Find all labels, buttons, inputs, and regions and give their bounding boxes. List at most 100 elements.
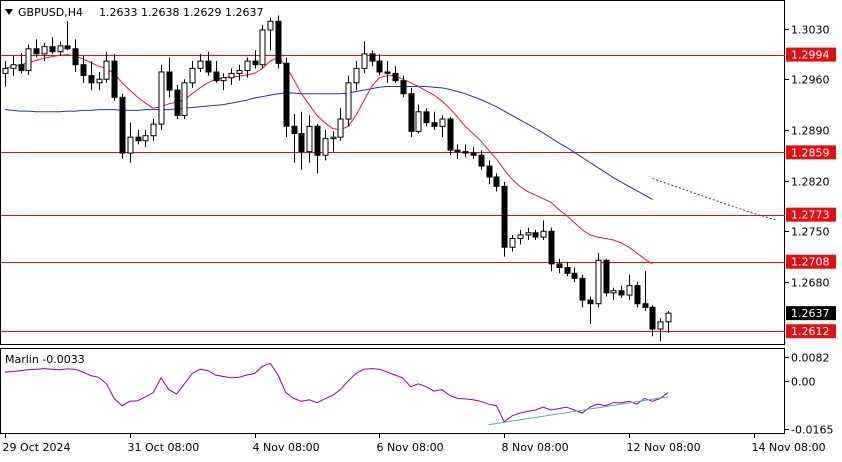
candle-body — [174, 89, 181, 116]
candle-body — [267, 20, 274, 31]
candle-body — [64, 45, 71, 50]
candle-body — [618, 290, 625, 296]
price-tick-label: 1.2960 — [791, 74, 830, 87]
candle-body — [18, 64, 25, 72]
candle-body — [509, 238, 516, 248]
candle-body — [127, 136, 134, 154]
ma-fast-line — [4, 54, 653, 265]
current-price-box — [786, 306, 836, 321]
candle-body — [259, 29, 266, 66]
candle-body — [525, 232, 532, 236]
candle-body — [595, 259, 602, 305]
dropdown-triangle-icon[interactable] — [5, 9, 13, 15]
candle-body — [454, 149, 461, 153]
marlin-panel-frame — [0, 348, 785, 434]
marlin-tick-label: 0.00 — [791, 376, 816, 389]
candle-body — [25, 48, 32, 72]
candle-body — [205, 60, 212, 73]
candle-body — [649, 306, 656, 330]
level-price-box — [786, 254, 836, 269]
candle-body — [642, 303, 649, 308]
candle-body — [361, 53, 368, 69]
candle-body — [181, 82, 188, 116]
candle-body — [603, 259, 610, 294]
candle-body — [244, 60, 251, 72]
price-tick-label: 1.2680 — [791, 277, 830, 290]
candle-body — [80, 64, 87, 77]
candle-body — [322, 138, 329, 156]
candle-body — [634, 285, 641, 305]
axis-layer: 1.3030 1.2960 1.2890 1.2820 1.2750 1.2680 1.29… — [3, 24, 836, 454]
candle-body — [415, 111, 422, 132]
time-tick-label: 12 Nov 08:00 — [627, 441, 701, 454]
price-tick-label: 1.3030 — [791, 24, 830, 37]
candle-body — [470, 152, 477, 156]
candle-body — [189, 67, 196, 84]
candle-body — [478, 154, 485, 167]
symbol-label: GBPUSD,H4 — [18, 6, 83, 19]
candle-body — [252, 60, 259, 66]
marlin-tick-label: 0.0082 — [791, 352, 830, 365]
candle-body — [306, 125, 313, 153]
time-tick-label: 29 Oct 2024 — [3, 441, 71, 454]
candle-body — [431, 122, 438, 127]
candle-body — [486, 165, 493, 178]
candle-body — [610, 290, 617, 294]
candle-body — [400, 80, 407, 95]
candle-body — [579, 277, 586, 301]
candle-body — [2, 67, 9, 74]
candle-body — [197, 60, 204, 69]
candle-body — [314, 125, 321, 156]
candle-body — [49, 46, 56, 53]
candle-body — [587, 299, 594, 305]
time-tick-label: 31 Oct 08:00 — [128, 441, 200, 454]
level-price-label: 1.2708 — [791, 256, 830, 269]
moving-averages-layer — [4, 54, 778, 265]
candle-body — [571, 272, 578, 279]
candle-body — [298, 133, 305, 153]
candle-body — [493, 176, 500, 187]
candle-body — [33, 48, 40, 55]
ma-slow-projection — [652, 177, 778, 221]
price-tick-label: 1.2750 — [791, 226, 830, 239]
time-tick-label: 4 Nov 08:00 — [253, 441, 320, 454]
candle-body — [96, 78, 103, 84]
time-tick-label: 6 Nov 08:00 — [377, 441, 444, 454]
candle-body — [540, 230, 547, 238]
candle-body — [275, 20, 282, 64]
price-tick-label: 1.2820 — [791, 176, 830, 189]
marlin-tick-label: -0.0165 — [791, 424, 833, 437]
candle-body — [150, 123, 157, 137]
candle-body — [337, 118, 344, 138]
candle-body — [111, 60, 118, 98]
level-price-label: 1.2612 — [791, 325, 830, 338]
candle-body — [353, 67, 360, 84]
level-price-label: 1.2773 — [791, 209, 830, 222]
candle-body — [142, 135, 149, 142]
marlin-line — [4, 362, 669, 423]
candle-body — [384, 71, 391, 74]
level-price-box — [786, 324, 836, 339]
candle-body — [548, 230, 555, 265]
level-price-label: 1.2859 — [791, 146, 830, 159]
candle-body — [88, 75, 95, 84]
candle-body — [135, 136, 142, 142]
candle-body — [228, 72, 235, 79]
candle-body — [213, 71, 220, 82]
candle-body — [532, 232, 539, 238]
candle-body — [392, 72, 399, 82]
candle-body — [236, 70, 243, 74]
candle-body — [626, 285, 633, 296]
candle-body — [166, 71, 173, 91]
level-price-label: 1.2994 — [791, 49, 830, 62]
candle-body — [41, 46, 48, 55]
level-price-box — [786, 207, 836, 222]
candle-body — [10, 64, 17, 69]
candle-body — [291, 125, 298, 135]
candle-body — [423, 111, 430, 124]
level-price-box — [786, 47, 836, 62]
candle-body — [72, 48, 79, 66]
candle-body — [103, 60, 110, 80]
